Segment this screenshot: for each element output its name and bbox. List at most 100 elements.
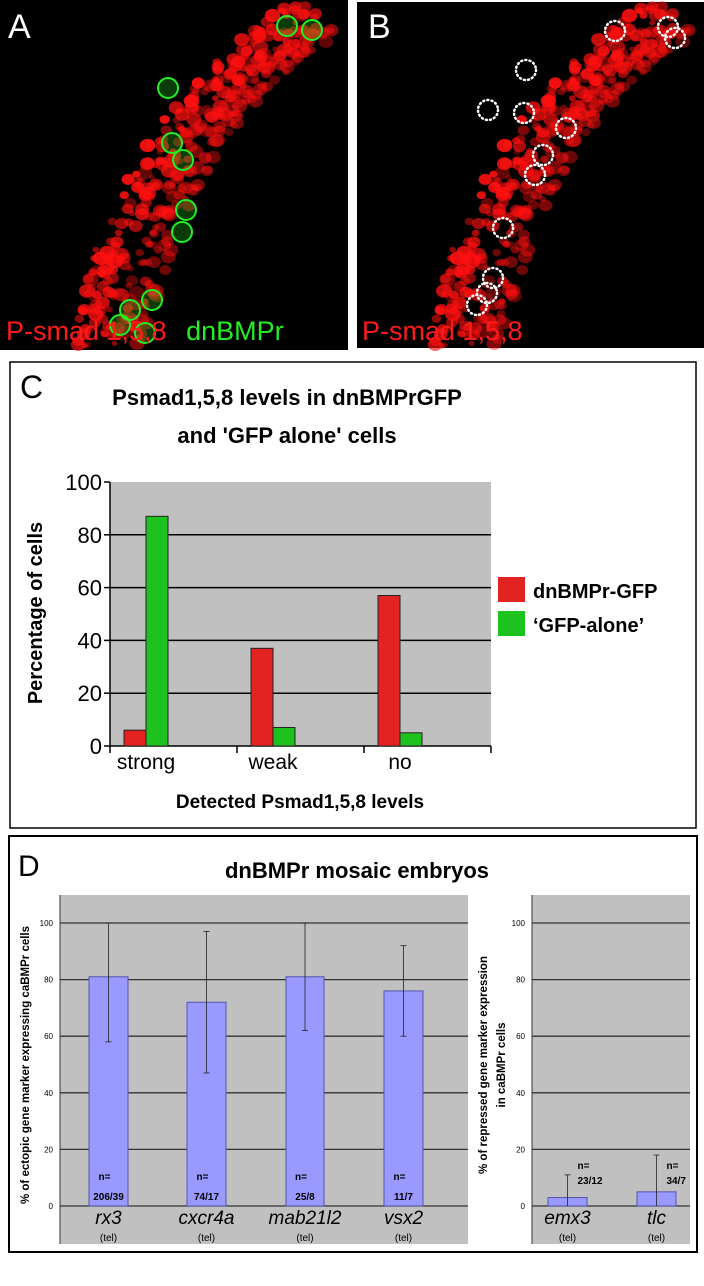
cell-nucleus [496,157,512,171]
cell-nucleus [252,83,268,96]
chart-d1-y-tick-label: 60 [44,1032,53,1041]
cell-nucleus [154,156,166,166]
cell-nucleus [202,85,209,91]
cell-nucleus [137,177,144,183]
cell-nucleus [163,153,180,168]
cell-nucleus [153,246,163,254]
chart-d-n-count: 34/7 [667,1176,687,1187]
cell-nucleus [184,138,193,147]
cell-nucleus [582,85,598,99]
cell-nucleus [225,105,240,118]
cell-nucleus [297,9,310,20]
cell-nucleus [557,87,566,96]
cell-nucleus [269,75,281,85]
chart-d-n-count: 206/39 [93,1192,124,1203]
cell-nucleus [630,50,644,62]
cell-nucleus [163,243,179,257]
cell-nucleus [497,198,509,208]
chart-c-plot-area [110,482,491,746]
gfp-cell [171,221,193,243]
cell-nucleus [137,260,145,267]
cell-nucleus [624,60,633,68]
cell-nucleus [183,94,200,108]
chart-c-y-tick-label: 60 [78,576,102,601]
cell-nucleus [139,157,155,171]
chart-d2-y-axis-label: % of repressed gene marker expression [478,956,490,1174]
cell-nucleus [192,105,205,117]
cell-nucleus [603,89,610,95]
cell-nucleus [581,68,594,79]
cell-nucleus [597,46,611,57]
cell-nucleus [122,304,133,314]
cell-nucleus [146,140,155,148]
dotted-cell-outline [491,216,515,240]
chart-d-n-prefix: n= [667,1161,679,1172]
chart-c-y-axis-label: Percentage of cells [25,522,47,704]
cell-nucleus [265,9,281,23]
cell-nucleus [517,125,530,136]
cell-nucleus [555,153,569,164]
cell-nucleus [525,148,534,155]
cell-nucleus [605,95,620,108]
chart-d-n-count: 25/8 [295,1192,315,1203]
cell-nucleus [246,89,253,95]
cell-nucleus [123,312,139,325]
cell-nucleus [230,117,244,129]
cell-nucleus [434,306,446,315]
cell-nucleus [551,122,564,133]
cell-nucleus [88,268,98,276]
cell-nucleus [144,280,155,289]
cell-nucleus [512,206,525,217]
chart-d-x-tick-sublabel: (tel) [198,1233,215,1244]
chart-c-legend-label: dnBMPr-GFP [533,581,657,603]
cell-nucleus [608,77,616,84]
cell-nucleus [161,236,174,247]
cell-nucleus [70,338,86,351]
cell-nucleus [488,181,502,193]
cell-nucleus [99,326,112,337]
cell-nucleus [557,166,570,177]
cell-nucleus [139,258,149,266]
cell-nucleus [205,111,220,123]
dotted-cell-outline [656,15,680,39]
cell-nucleus [658,46,668,55]
cell-nucleus [96,281,110,292]
cell-nucleus [160,250,176,264]
cell-nucleus [604,95,614,104]
cell-nucleus [562,150,578,164]
cell-nucleus [494,301,505,310]
panel-b: B P-smad 1,5,8 [357,1,704,351]
cell-nucleus [453,281,467,292]
cell-nucleus [121,203,134,214]
cell-nucleus [273,50,287,62]
cell-nucleus [186,113,202,126]
cell-nucleus [579,116,592,128]
cell-nucleus [518,229,530,240]
chart-c-x-tick-label: strong [117,751,175,774]
cell-nucleus [547,184,556,191]
cell-nucleus [224,128,234,137]
cell-nucleus [626,75,638,85]
cell-nucleus [268,56,279,66]
cell-nucleus [640,59,651,68]
chart-c-x-tick-label: weak [247,751,298,774]
gfp-cell [161,132,183,154]
micrograph-b-cells [427,1,696,351]
cell-nucleus [267,60,276,68]
cell-nucleus [177,125,186,133]
cell-nucleus [273,29,287,42]
chart-c-legend-swatch [498,611,525,636]
cell-nucleus [199,124,215,137]
panel-b-letter: B [368,8,391,46]
cell-nucleus [586,111,594,118]
cell-nucleus [161,229,173,240]
cell-nucleus [231,55,246,68]
cell-nucleus [79,324,92,334]
dotted-cell-outline [465,293,489,317]
cell-nucleus [257,81,268,90]
cell-nucleus [500,258,510,267]
cell-nucleus [305,27,320,40]
chart-c-legend-label: ‘GFP-alone’ [533,615,644,637]
cell-nucleus [202,165,213,175]
cell-nucleus [534,125,543,133]
